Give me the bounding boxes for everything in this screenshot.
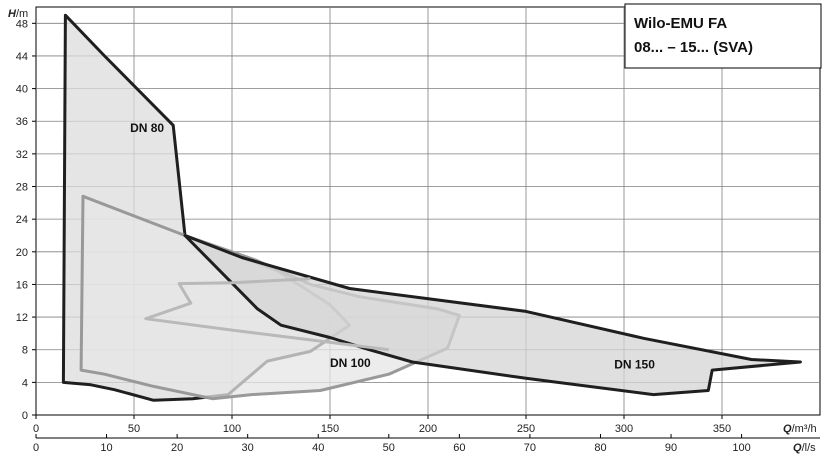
x-secondary-tick-label: 60 (453, 442, 465, 454)
x-secondary-tick-label: 100 (732, 442, 750, 454)
y-tick-label: 44 (16, 51, 28, 63)
y-tick-label: 12 (16, 312, 28, 324)
x-secondary-tick-label: 30 (242, 442, 254, 454)
x-axis-secondary-label: Q/l/s (793, 442, 816, 454)
y-tick-label: 4 (22, 377, 28, 389)
x-secondary-tick-label: 80 (594, 442, 606, 454)
x-axis-secondary-label-unit: /l/s (802, 442, 817, 454)
y-tick-label: 36 (16, 116, 28, 128)
x-axis-primary-label: Q/m³/h (783, 423, 817, 435)
y-tick-label: 24 (16, 214, 28, 226)
y-tick-label: 28 (16, 182, 28, 194)
inner-curve-line (144, 277, 389, 352)
y-axis-label-main: H (8, 8, 17, 20)
y-axis-label: H/m (8, 8, 28, 20)
y-tick-label: 16 (16, 279, 28, 291)
labels-layer: DN 80 DN 100 DN 150 (130, 121, 655, 372)
x-primary-tick-label: 100 (223, 423, 241, 435)
x-primary-tick-label: 300 (615, 423, 633, 435)
region-label-dn-80: DN 80 (130, 121, 164, 135)
chart-title-line-1: Wilo-EMU FA (634, 15, 727, 32)
y-tick-label: 0 (22, 410, 28, 422)
x-secondary-tick-label: 10 (100, 442, 112, 454)
x-primary-tick-label: 150 (321, 423, 339, 435)
y-axis-label-unit: /m (16, 8, 28, 20)
y-tick-label: 8 (22, 345, 28, 357)
x-secondary-tick-label: 20 (171, 442, 183, 454)
y-tick-label: 48 (16, 18, 28, 30)
x-axis-primary-label-unit: /m³/h (792, 423, 817, 435)
region-label-dn-100: DN 100 (330, 356, 371, 370)
x-axis-secondary-label-main: Q (793, 442, 802, 454)
x-secondary-tick-label: 0 (33, 442, 39, 454)
x-secondary-tick-label: 90 (665, 442, 677, 454)
x-primary-tick-label: 200 (419, 423, 437, 435)
y-tick-label: 40 (16, 84, 28, 96)
title-box: Wilo-EMU FA 08... – 15... (SVA) (624, 3, 822, 69)
x-primary-tick-label: 350 (713, 423, 731, 435)
x-secondary-tick-label: 40 (312, 442, 324, 454)
series-layer (61, 13, 802, 402)
x-secondary-tick-label: 50 (383, 442, 395, 454)
x-secondary-tick-label: 70 (524, 442, 536, 454)
series-region-dn-150 (183, 234, 802, 397)
x-axis-primary-label-main: Q (783, 423, 792, 435)
region-label-dn-150: DN 150 (614, 357, 655, 371)
y-tick-label: 32 (16, 149, 28, 161)
x-primary-tick-label: 250 (517, 423, 535, 435)
x-primary-tick-label: 0 (33, 423, 39, 435)
x-primary-tick-label: 50 (128, 423, 140, 435)
y-tick-label: 20 (16, 247, 28, 259)
chart-title-line-2: 08... – 15... (SVA) (634, 39, 753, 56)
